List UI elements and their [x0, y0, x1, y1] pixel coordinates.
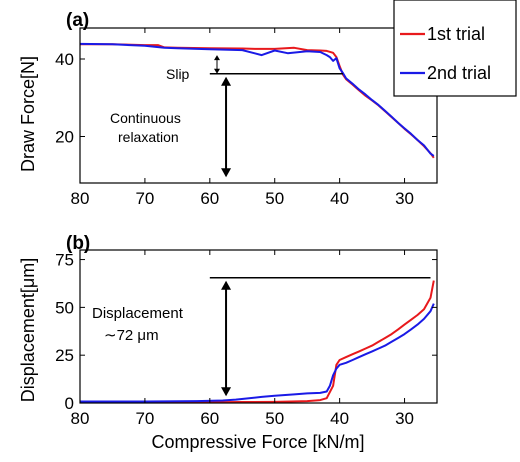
- panel-b-x-tick-label: 70: [135, 409, 154, 428]
- panel-a: (a) Draw Force[N] Slip Continuous relaxa…: [18, 0, 517, 208]
- relaxation-label-line1: Continuous: [110, 110, 181, 126]
- panel-b-series-2nd-trial-line: [80, 303, 435, 403]
- panel-b-x-tick-label: 80: [71, 409, 90, 428]
- relaxation-label-line2: relaxation: [118, 129, 179, 145]
- legend: 1st trial 2nd trial: [393, 0, 517, 97]
- panel-a-x-tick-label: 70: [135, 189, 154, 208]
- displacement-value-label: ∼72 μm: [104, 327, 159, 344]
- panel-b-y-tick-label: 0: [65, 394, 74, 413]
- panel-b-y-axis-label: Displacement[μm]: [18, 258, 38, 402]
- displacement-label: Displacement: [92, 305, 184, 322]
- legend-box: [393, 0, 517, 97]
- panel-a-plot-frame: [79, 27, 438, 184]
- panel-a-y-axis-label: Draw Force[N]: [18, 56, 38, 172]
- legend-label-2nd-trial: 2nd trial: [427, 63, 491, 83]
- panel-b-x-tick-label: 40: [330, 409, 349, 428]
- panel-a-annotations: Slip Continuous relaxation: [110, 55, 343, 178]
- slip-label: Slip: [166, 66, 190, 82]
- panel-b-annotations: Displacement ∼72 μm: [92, 276, 431, 397]
- panel-a-series-group: [79, 42, 435, 159]
- panel-a-x-tick-label: 80: [71, 189, 90, 208]
- panel-b-y-tick-label: 25: [55, 346, 74, 365]
- panel-a-range-arrow-head-up: [221, 76, 232, 86]
- panel-b-series-group: [80, 280, 435, 404]
- panel-a-axes: 80 70 60 50 40 30 20 40: [55, 27, 438, 208]
- panel-b-x-tick-label: 50: [265, 409, 284, 428]
- panel-b-axes: 80 70 60 50 40 30 0 25 50 75: [55, 249, 438, 428]
- slip-arrow-head-up: [214, 55, 220, 61]
- panel-b-plot-frame: [79, 249, 438, 404]
- panel-b-y-tick-label: 50: [55, 298, 74, 317]
- panel-a-y-tick-label: 20: [55, 128, 74, 147]
- panel-b-x-tick-label: 60: [200, 409, 219, 428]
- panel-a-y-tick-label: 40: [55, 50, 74, 69]
- panel-b-y-tick-label: 75: [55, 251, 74, 270]
- slip-arrow-head-down: [214, 68, 220, 74]
- panel-b: (b) Displacement[μm] Compressive Force […: [18, 233, 438, 452]
- panel-b-label: (b): [66, 233, 90, 254]
- panel-b-x-tick-label: 30: [395, 409, 414, 428]
- panel-b-range-arrow-head-up: [221, 280, 232, 290]
- panel-a-series-2nd-trial-line: [79, 42, 435, 157]
- x-axis-label: Compressive Force [kN/m]: [151, 432, 364, 452]
- panel-a-x-tick-label: 50: [265, 189, 284, 208]
- panel-b-range-arrow-head-down: [221, 387, 232, 397]
- panel-b-series-1st-trial-line: [80, 280, 435, 404]
- panel-a-x-tick-label: 60: [200, 189, 219, 208]
- panel-a-x-tick-label: 30: [395, 189, 414, 208]
- panel-a-range-arrow-head-down: [221, 168, 232, 178]
- legend-label-1st-trial: 1st trial: [427, 24, 485, 44]
- panel-a-x-tick-label: 40: [330, 189, 349, 208]
- panel-a-label: (a): [66, 10, 89, 31]
